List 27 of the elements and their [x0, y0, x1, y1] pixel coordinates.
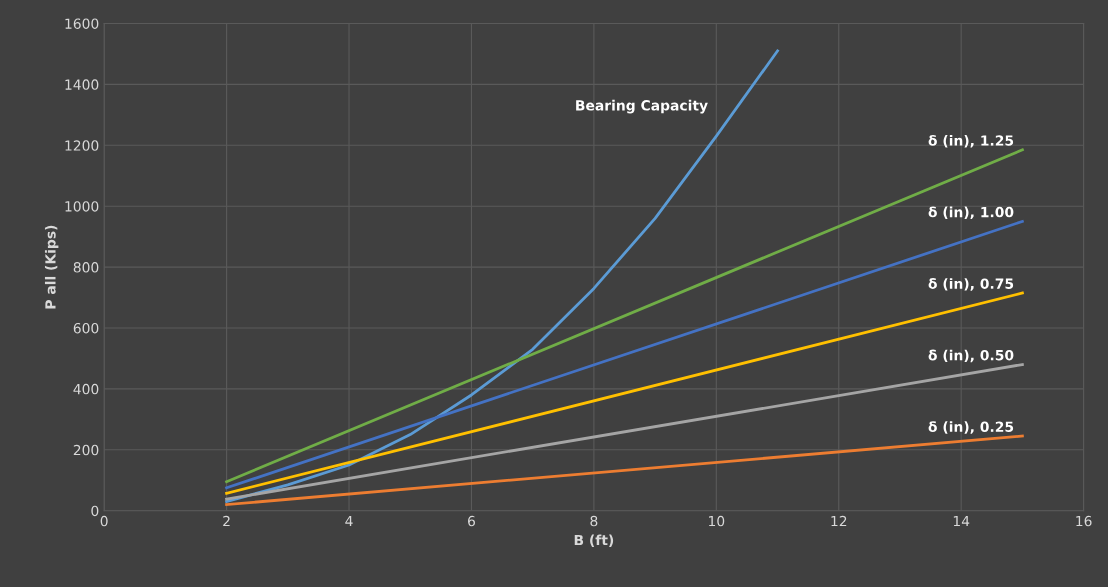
x-tick-label: 0 — [100, 515, 108, 527]
x-tick-label: 10 — [709, 515, 725, 527]
y-tick-label: 1000 — [65, 201, 99, 212]
x-tick-label: 2 — [223, 515, 230, 527]
x-tick-label: 14 — [953, 515, 970, 527]
x-tick-label: 12 — [831, 515, 847, 527]
x-axis-title: B (ft) — [574, 534, 614, 547]
y-tick-label: 600 — [73, 322, 99, 334]
x-tick-label: 8 — [590, 515, 598, 527]
y-tick-label: 1400 — [65, 79, 99, 90]
x-tick-label: 16 — [1076, 515, 1092, 527]
y-tick-label: 0 — [91, 505, 99, 517]
series-label: δ (in), 0.50 — [928, 349, 1014, 363]
y-tick-label: 200 — [73, 444, 99, 456]
x-tick-label: 6 — [468, 515, 475, 527]
y-tick-label: 1200 — [65, 140, 99, 151]
series-label: δ (in), 1.25 — [928, 134, 1014, 148]
line-series — [225, 49, 779, 503]
y-tick-label: 1600 — [65, 18, 99, 29]
series-label: Bearing Capacity — [576, 99, 708, 114]
series-label: δ (in), 1.00 — [928, 206, 1014, 220]
y-tick-label: 800 — [73, 262, 99, 273]
y-tick-label: 400 — [73, 383, 99, 395]
series-label: δ (in), 0.25 — [928, 421, 1014, 434]
x-tick-label: 4 — [345, 515, 353, 527]
y-axis-title: P all (Kips) — [44, 225, 59, 309]
series-label: δ (in), 0.75 — [928, 278, 1014, 291]
